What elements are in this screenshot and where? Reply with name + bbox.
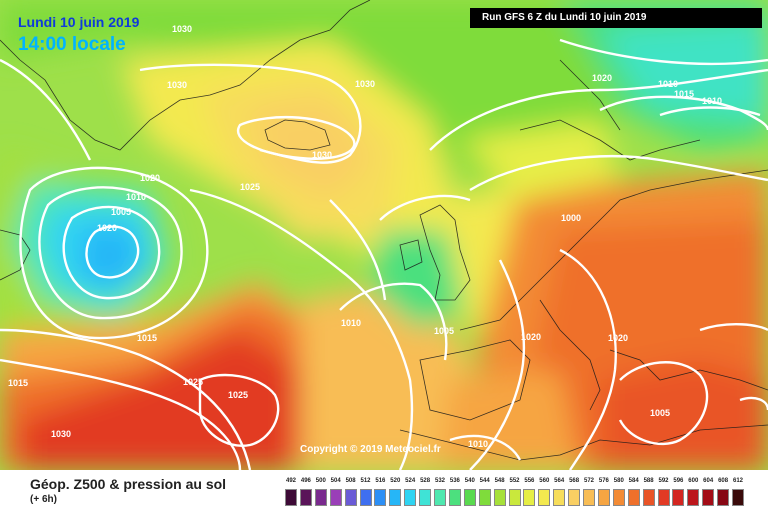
scale-swatch — [627, 489, 640, 506]
scale-swatch — [568, 489, 581, 506]
scale-swatch — [463, 489, 476, 506]
scale-label: 612 — [732, 478, 743, 484]
isobar-label: 1025 — [228, 390, 249, 400]
scale-label: 552 — [509, 478, 520, 484]
scale-label: 508 — [345, 478, 356, 484]
isobar-label: 1030 — [355, 79, 376, 89]
scale-swatch — [478, 489, 491, 506]
isobar-label: 1010 — [341, 318, 362, 328]
scale-label: 548 — [494, 478, 505, 484]
map-title: Géop. Z500 & pression au sol — [30, 476, 227, 492]
isobar-label: 1015 — [8, 378, 29, 388]
copyright-text: Copyright © 2019 Meteociel.fr — [300, 444, 441, 455]
scale-swatch — [344, 489, 357, 506]
scale-label: 532 — [434, 478, 445, 484]
scale-swatch — [448, 489, 461, 506]
isobar-label: 1015 — [137, 333, 158, 343]
scale-swatch — [285, 489, 297, 506]
scale-label: 568 — [569, 478, 580, 484]
isobar-label: 1030 — [172, 24, 193, 34]
isobar-label: 1020 — [140, 173, 161, 183]
isobar-label: 1010 — [702, 96, 723, 106]
scale-swatch — [523, 489, 536, 506]
scale-label: 496 — [300, 478, 311, 484]
z500-pressure-map — [0, 0, 768, 470]
scale-label: 608 — [718, 478, 729, 484]
isobar-label: 1030 — [167, 80, 188, 90]
forecast-date: Lundi 10 juin 2019 — [18, 14, 140, 30]
forecast-time: 14:00 locale — [18, 34, 126, 55]
isobar-label: 1010 — [468, 439, 489, 449]
scale-label: 588 — [643, 478, 654, 484]
scale-swatch — [583, 489, 595, 506]
scale-swatch — [299, 489, 312, 506]
scale-swatch — [732, 489, 744, 506]
geopotential-field — [0, 0, 768, 470]
scale-label: 580 — [613, 478, 624, 484]
isobar-label: 1005 — [434, 326, 455, 336]
scale-label: 596 — [673, 478, 684, 484]
scale-label: 576 — [598, 478, 609, 484]
scale-swatch — [717, 489, 730, 506]
scale-swatch — [314, 489, 327, 506]
scale-swatch — [597, 489, 610, 506]
isobar-label: 1030 — [312, 150, 333, 160]
scale-swatch — [359, 489, 372, 506]
isobar-label: 1000 — [561, 213, 582, 223]
isobar-label: 1020 — [521, 332, 542, 342]
isobar-label: 1025 — [183, 377, 204, 387]
scale-label: 572 — [583, 478, 594, 484]
isobar-label: 1005 — [111, 207, 132, 217]
isobar-label: 1010 — [126, 192, 147, 202]
scale-label: 540 — [464, 478, 475, 484]
scale-label: 584 — [628, 478, 639, 484]
scale-label: 492 — [285, 478, 296, 484]
scale-swatch — [419, 489, 432, 506]
scale-label: 592 — [658, 478, 669, 484]
scale-swatch — [672, 489, 685, 506]
scale-label: 504 — [330, 478, 341, 484]
model-run-banner: Run GFS 6 Z du Lundi 10 juin 2019 — [470, 8, 762, 28]
isobar-label: 1020 — [97, 223, 118, 233]
isobar-label: 1020 — [592, 73, 613, 83]
scale-label: 604 — [703, 478, 714, 484]
scale-swatch — [642, 489, 655, 506]
scale-swatch — [329, 489, 342, 506]
scale-swatch — [657, 489, 670, 506]
isobar-label: 1010 — [658, 79, 679, 89]
scale-label: 536 — [449, 478, 460, 484]
scale-label: 520 — [390, 478, 401, 484]
scale-swatch — [553, 489, 566, 506]
isobar-label: 1015 — [674, 89, 695, 99]
scale-swatch — [687, 489, 700, 506]
isobar-label: 1025 — [240, 182, 261, 192]
scale-label: 512 — [360, 478, 371, 484]
isobar-label: 1030 — [51, 429, 72, 439]
isobar-label: 1005 — [650, 408, 671, 418]
scale-label: 544 — [479, 478, 490, 484]
scale-swatch — [508, 489, 521, 506]
scale-swatch — [612, 489, 625, 506]
scale-label: 600 — [688, 478, 699, 484]
isobar-label: 1020 — [608, 333, 629, 343]
scale-swatch — [404, 489, 417, 506]
scale-swatch — [702, 489, 715, 506]
scale-swatch — [493, 489, 506, 506]
scale-label: 564 — [554, 478, 565, 484]
scale-label: 556 — [524, 478, 535, 484]
scale-label: 516 — [375, 478, 386, 484]
scale-label: 560 — [539, 478, 550, 484]
forecast-step: (+ 6h) — [30, 494, 57, 505]
scale-swatch — [538, 489, 551, 506]
scale-swatch — [434, 489, 446, 506]
scale-label: 528 — [420, 478, 431, 484]
scale-label: 524 — [405, 478, 416, 484]
scale-swatch — [374, 489, 387, 506]
scale-swatch — [389, 489, 402, 506]
scale-label: 500 — [315, 478, 326, 484]
